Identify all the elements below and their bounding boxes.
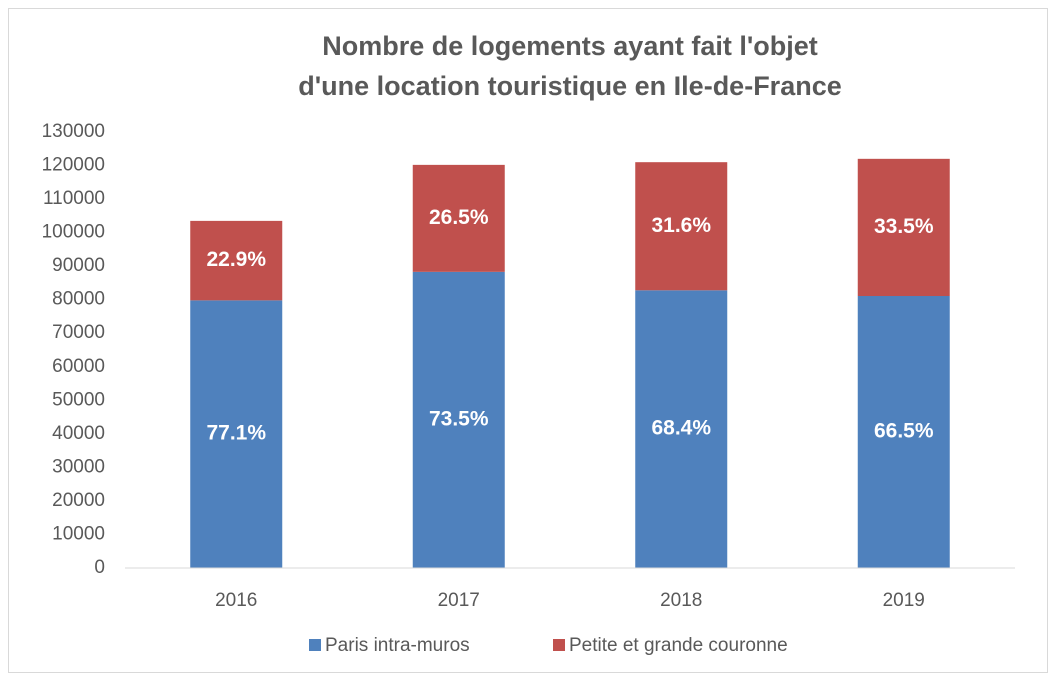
y-tick-label: 70000 bbox=[52, 322, 105, 343]
y-tick-label: 20000 bbox=[52, 490, 105, 511]
legend-swatch bbox=[309, 639, 321, 651]
bar-segment bbox=[190, 220, 283, 301]
y-tick-label: 100000 bbox=[42, 222, 105, 243]
data-label: 33.5% bbox=[874, 215, 934, 238]
data-label: 31.6% bbox=[651, 214, 711, 237]
legend-swatch bbox=[553, 639, 565, 651]
y-tick-label: 30000 bbox=[52, 456, 105, 477]
y-tick-label: 80000 bbox=[52, 289, 105, 310]
bar-segment bbox=[857, 296, 950, 568]
y-tick-label: 40000 bbox=[52, 423, 105, 444]
bar-segment bbox=[857, 158, 950, 297]
y-tick-label: 50000 bbox=[52, 389, 105, 410]
legend-label: Paris intra-muros bbox=[325, 635, 470, 656]
chart-title: Nombre de logements ayant fait l'objet bbox=[322, 31, 818, 61]
y-tick-label: 60000 bbox=[52, 356, 105, 377]
x-tick-label: 2019 bbox=[883, 590, 925, 611]
y-tick-label: 120000 bbox=[42, 155, 105, 176]
x-tick-label: 2018 bbox=[660, 590, 702, 611]
data-label: 26.5% bbox=[429, 206, 489, 229]
data-label: 73.5% bbox=[429, 407, 489, 430]
y-tick-label: 90000 bbox=[52, 255, 105, 276]
bar-segment bbox=[412, 164, 505, 272]
x-tick-label: 2017 bbox=[438, 590, 480, 611]
y-tick-label: 10000 bbox=[52, 523, 105, 544]
legend-label: Petite et grande couronne bbox=[569, 635, 788, 656]
y-tick-label: 130000 bbox=[42, 121, 105, 142]
bar-segment bbox=[190, 300, 283, 568]
bar-segment bbox=[635, 290, 728, 568]
data-label: 66.5% bbox=[874, 420, 934, 443]
x-tick-label: 2016 bbox=[215, 590, 257, 611]
data-label: 22.9% bbox=[206, 248, 266, 271]
chart-title: d'une location touristique en Ile-de-Fra… bbox=[298, 71, 841, 101]
y-tick-label: 110000 bbox=[43, 188, 105, 209]
y-tick-label: 0 bbox=[94, 557, 105, 578]
bar-segment bbox=[635, 162, 728, 291]
data-label: 77.1% bbox=[206, 422, 266, 445]
bar-segment bbox=[412, 271, 505, 568]
data-label: 68.4% bbox=[651, 417, 711, 440]
